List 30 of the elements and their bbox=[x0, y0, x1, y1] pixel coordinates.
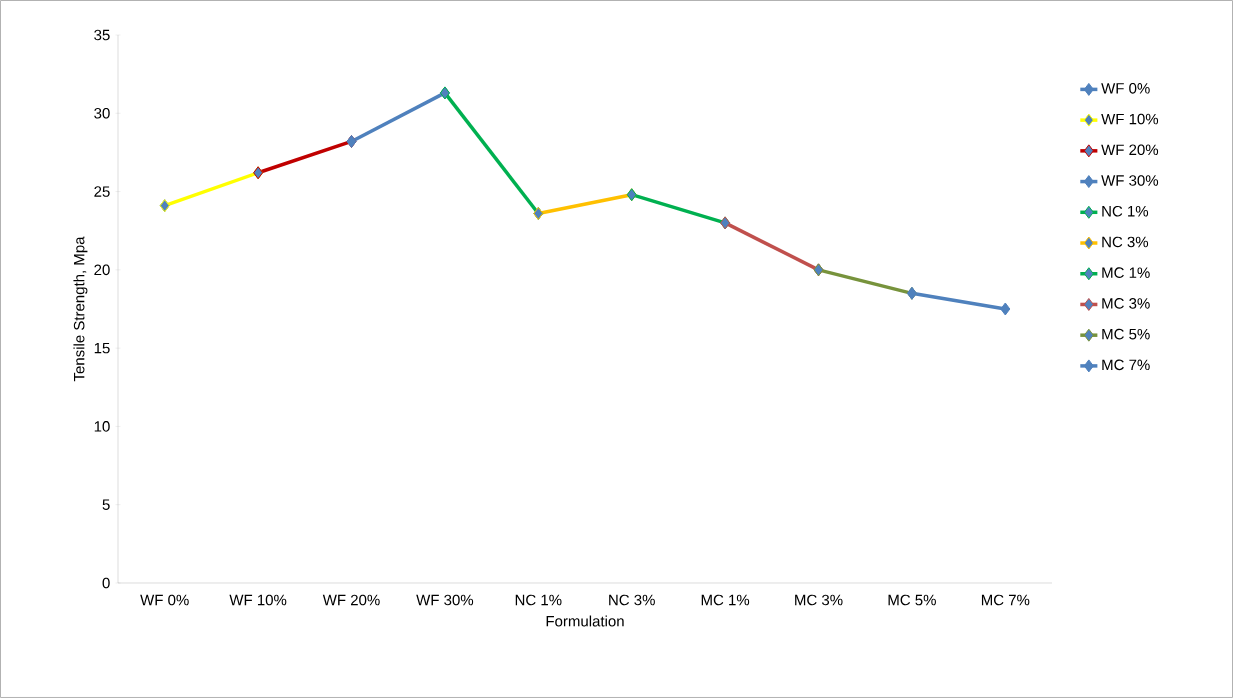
x-tick-label: MC 1% bbox=[701, 594, 750, 606]
legend-label: WF 30% bbox=[1101, 175, 1159, 186]
y-tick-label: 10 bbox=[94, 421, 110, 432]
legend-label: MC 1% bbox=[1102, 267, 1150, 278]
y-axis-title: Tensile Strength, Mpa bbox=[73, 236, 88, 382]
y-tick-label: 15 bbox=[94, 342, 110, 354]
x-tick-label: NC 3% bbox=[609, 594, 655, 606]
x-tick-label: MC 5% bbox=[888, 594, 936, 606]
y-tick-label: 35 bbox=[94, 29, 110, 41]
x-tick-label: MC 3% bbox=[795, 594, 843, 606]
y-tick-label: 0 bbox=[102, 577, 110, 589]
x-tick-label: WF 0% bbox=[140, 594, 189, 606]
x-tick-label: WF 20% bbox=[322, 594, 380, 606]
legend-label: MC 5% bbox=[1102, 328, 1150, 340]
y-tick-label: 20 bbox=[94, 264, 110, 276]
x-tick-label: WF 10% bbox=[229, 594, 287, 606]
y-tick-label: 30 bbox=[94, 107, 110, 119]
legend-label: WF 10% bbox=[1101, 113, 1159, 125]
legend-label: WF 0% bbox=[1101, 83, 1150, 94]
y-tick-label: 5 bbox=[102, 499, 110, 510]
x-axis-title: Formulation bbox=[546, 615, 624, 627]
x-tick-label: NC 1% bbox=[515, 594, 562, 606]
legend-label: WF 20% bbox=[1101, 144, 1159, 156]
legend-label: NC 3% bbox=[1102, 236, 1149, 248]
legend-label: NC 1% bbox=[1102, 205, 1149, 217]
legend-label: MC 7% bbox=[1102, 359, 1150, 371]
legend-label: MC 3% bbox=[1102, 298, 1150, 309]
y-tick-label: 25 bbox=[94, 186, 110, 197]
x-tick-label: MC 7% bbox=[981, 594, 1030, 606]
x-tick-label: WF 30% bbox=[416, 594, 474, 606]
